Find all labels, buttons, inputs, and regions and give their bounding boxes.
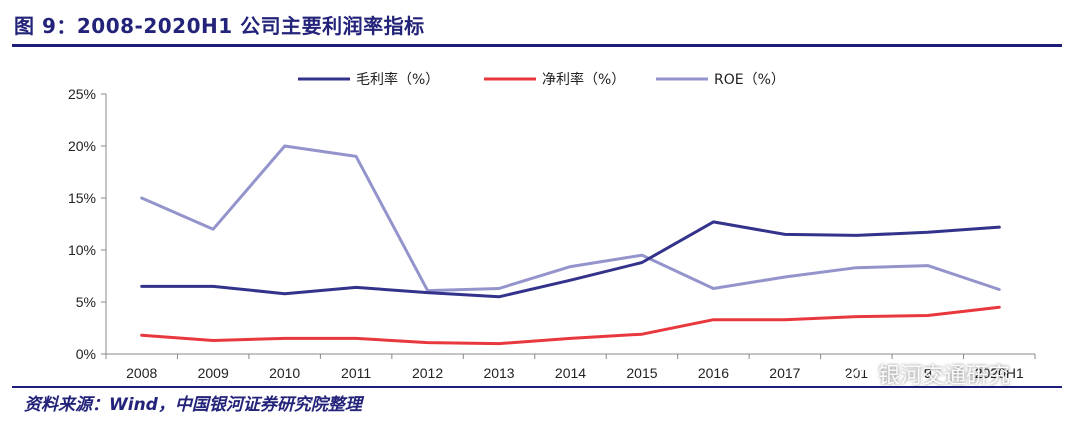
chart-title: 图 9：2008-2020H1 公司主要利润率指标 — [14, 14, 425, 38]
y-tick-label: 25% — [68, 86, 96, 102]
x-tick-label: 2013 — [483, 365, 514, 381]
source-note: 资料来源：Wind，中国银河证券研究院整理 — [24, 395, 362, 415]
watermark-text: 银河交通研究 — [878, 364, 1011, 389]
y-tick-label: 5% — [76, 294, 96, 310]
y-tick-label: 0% — [76, 346, 96, 362]
x-tick-label: 2016 — [698, 365, 729, 381]
y-tick-label: 20% — [68, 138, 96, 154]
x-tick-label: 2008 — [126, 365, 157, 381]
series-line — [140, 144, 1001, 293]
x-tick-label: 2009 — [198, 365, 229, 381]
x-tick-label: 2017 — [769, 365, 800, 381]
series-layer — [140, 144, 1001, 346]
x-tick-label: 2015 — [626, 365, 657, 381]
legend-label: 毛利率（%） — [356, 71, 439, 88]
x-tick-label: 2010 — [269, 365, 300, 381]
x-tick-label: 2011 — [341, 365, 371, 381]
x-tick-label: 2020H1 — [975, 365, 1024, 381]
axes: 0% 5% 10% 15% 20% 25% 2008 2009 2010 2011 2012 2013… — [68, 86, 1036, 381]
chat-bubble-icon — [842, 363, 872, 384]
title-rule — [12, 44, 1062, 47]
series-line — [140, 220, 1001, 299]
legend-label: 净利率（%） — [542, 71, 625, 88]
x-tick-label: 2014 — [555, 365, 586, 381]
x-tick-label: 9 — [924, 365, 932, 381]
legend-label: ROE（%） — [714, 72, 785, 88]
legend: 毛利率（%） 净利率（%） ROE（%） — [298, 71, 785, 88]
x-tick-label: 2012 — [412, 365, 443, 381]
y-tick-label: 15% — [68, 190, 96, 206]
series-line — [140, 305, 1001, 346]
footer-rule — [12, 386, 1062, 388]
y-tick-label: 10% — [68, 242, 96, 258]
watermark: 银河交通研究 — [842, 358, 1010, 390]
